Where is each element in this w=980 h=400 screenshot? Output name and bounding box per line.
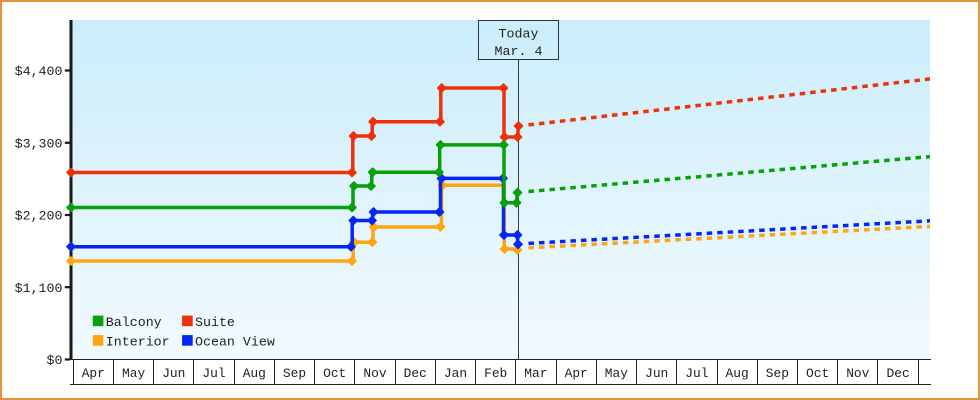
- svg-text:Jun: Jun: [645, 366, 668, 381]
- svg-text:Jul: Jul: [685, 366, 708, 381]
- svg-text:Oct: Oct: [323, 366, 346, 381]
- svg-text:Today: Today: [499, 27, 539, 42]
- svg-text:Apr: Apr: [565, 366, 588, 381]
- svg-text:Aug: Aug: [725, 366, 748, 381]
- svg-text:Nov: Nov: [363, 366, 386, 381]
- svg-text:Jun: Jun: [162, 366, 185, 381]
- svg-text:Mar. 4: Mar. 4: [495, 44, 543, 59]
- svg-text:Interior: Interior: [106, 334, 170, 349]
- svg-text:Oct: Oct: [806, 366, 829, 381]
- svg-text:Suite: Suite: [195, 315, 235, 330]
- svg-text:Nov: Nov: [846, 366, 869, 381]
- svg-text:Balcony: Balcony: [106, 315, 162, 330]
- svg-text:Aug: Aug: [243, 366, 266, 381]
- svg-text:Dec: Dec: [404, 366, 427, 381]
- svg-text:Apr: Apr: [82, 366, 105, 381]
- svg-text:Jul: Jul: [202, 366, 225, 381]
- svg-text:Ocean View: Ocean View: [195, 334, 275, 349]
- svg-text:$4,400: $4,400: [15, 64, 63, 79]
- svg-text:Sep: Sep: [766, 366, 789, 381]
- svg-text:Sep: Sep: [283, 366, 306, 381]
- svg-text:Mar: Mar: [524, 366, 547, 381]
- svg-text:$0: $0: [47, 353, 63, 368]
- svg-text:May: May: [605, 366, 628, 381]
- svg-text:$1,100: $1,100: [15, 281, 63, 296]
- svg-text:May: May: [122, 366, 145, 381]
- svg-text:$2,200: $2,200: [15, 209, 63, 224]
- svg-text:Feb: Feb: [484, 366, 507, 381]
- svg-text:Dec: Dec: [886, 366, 909, 381]
- svg-text:Jan: Jan: [444, 366, 467, 381]
- svg-text:$3,300: $3,300: [15, 137, 63, 152]
